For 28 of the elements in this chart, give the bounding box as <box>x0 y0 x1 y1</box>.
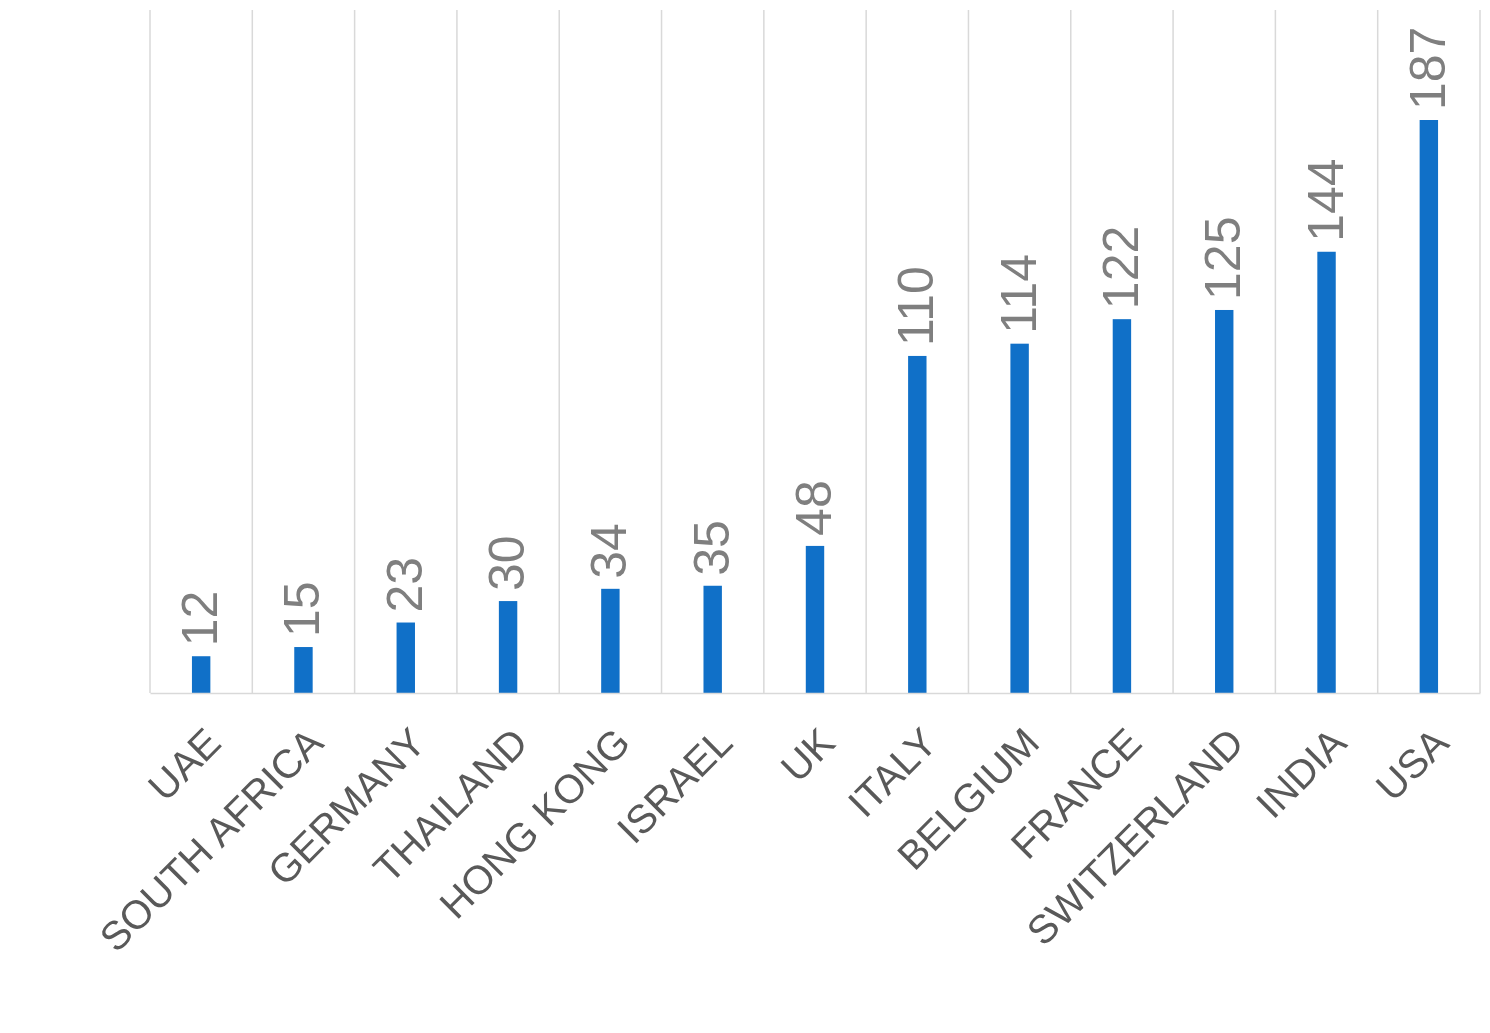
bar <box>601 588 620 693</box>
bar <box>294 647 313 693</box>
bar <box>191 656 211 693</box>
x-tick-label: UK <box>772 719 843 790</box>
bar <box>498 601 518 693</box>
data-label: 30 <box>479 535 536 592</box>
bar <box>1419 120 1439 693</box>
bar <box>1112 319 1132 693</box>
data-label: 110 <box>888 266 945 346</box>
data-label: 35 <box>683 520 740 576</box>
x-tick-label: USA <box>1367 719 1457 809</box>
data-label: 12 <box>172 590 229 647</box>
data-label: 48 <box>786 480 842 536</box>
bar <box>805 545 825 693</box>
data-label: 187 <box>1399 26 1456 110</box>
bar <box>703 585 722 693</box>
bar <box>1317 251 1336 693</box>
data-label: 125 <box>1195 216 1252 300</box>
data-label: 144 <box>1297 158 1354 242</box>
bar <box>1215 309 1234 693</box>
data-label: 34 <box>581 523 638 579</box>
data-label: 122 <box>1092 225 1149 310</box>
data-label: 15 <box>274 581 331 638</box>
data-label: 23 <box>376 556 433 613</box>
data-label: 114 <box>990 253 1047 334</box>
bar <box>908 355 927 693</box>
bar <box>396 622 415 693</box>
bar <box>1010 343 1029 693</box>
